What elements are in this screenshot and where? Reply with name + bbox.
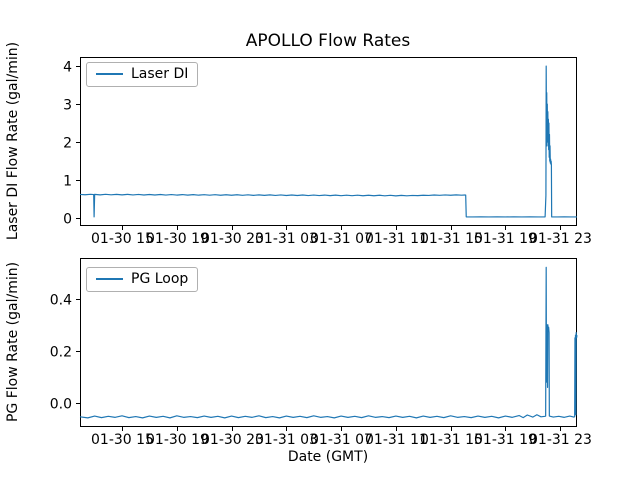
x-tick-label: 01-30 23 [201, 231, 264, 247]
legend-laser-di: Laser DI [86, 62, 199, 87]
x-tick-label: 01-31 15 [420, 231, 483, 247]
y-tick-label: 1 [63, 174, 72, 190]
legend-label-laser-di: Laser DI [131, 66, 189, 82]
x-tick-label: 01-31 19 [474, 231, 537, 247]
x-tick-label: 01-31 11 [365, 432, 428, 448]
y-axis-label-laser-di: Laser DI Flow Rate (gal/min) [5, 42, 21, 240]
axes-spine [80, 57, 577, 226]
x-tick-label: 01-31 23 [529, 432, 592, 448]
chart-title: APOLLO Flow Rates [245, 31, 411, 51]
y-tick-label: 4 [63, 60, 72, 76]
x-tick-label: 01-31 07 [310, 432, 373, 448]
y-tick-label: 2 [63, 136, 72, 152]
x-tick-label: 01-30 15 [91, 231, 154, 247]
legend-label-pg-loop: PG Loop [131, 271, 189, 287]
laser-di-line [79, 65, 578, 218]
x-axis-label: Date (GMT) [287, 449, 369, 465]
x-tick-label: 01-31 03 [255, 432, 318, 448]
y-tick-label: 3 [63, 98, 72, 114]
pg-loop-line [79, 266, 578, 419]
x-tick-label: 01-30 15 [91, 432, 154, 448]
x-tick-label: 01-31 11 [365, 231, 428, 247]
x-tick-label: 01-31 23 [529, 231, 592, 247]
x-tick-label: 01-31 15 [420, 432, 483, 448]
x-tick-label: 01-31 07 [310, 231, 373, 247]
y-tick-label: 0.2 [50, 345, 72, 361]
legend-line-sample-pg-loop [96, 278, 123, 280]
y-tick-label: 0.4 [50, 293, 72, 309]
y-tick-label: 0.0 [50, 397, 72, 413]
legend-pg-loop: PG Loop [86, 267, 199, 292]
x-tick-label: 01-31 19 [474, 432, 537, 448]
legend-line-sample-laser-di [96, 73, 123, 75]
x-tick-label: 01-31 03 [255, 231, 318, 247]
x-tick-label: 01-30 19 [146, 231, 209, 247]
x-tick-label: 01-30 23 [201, 432, 264, 448]
y-tick-label: 0 [63, 212, 72, 228]
x-tick-label: 01-30 19 [146, 432, 209, 448]
y-axis-label-pg: PG Flow Rate (gal/min) [5, 262, 21, 422]
